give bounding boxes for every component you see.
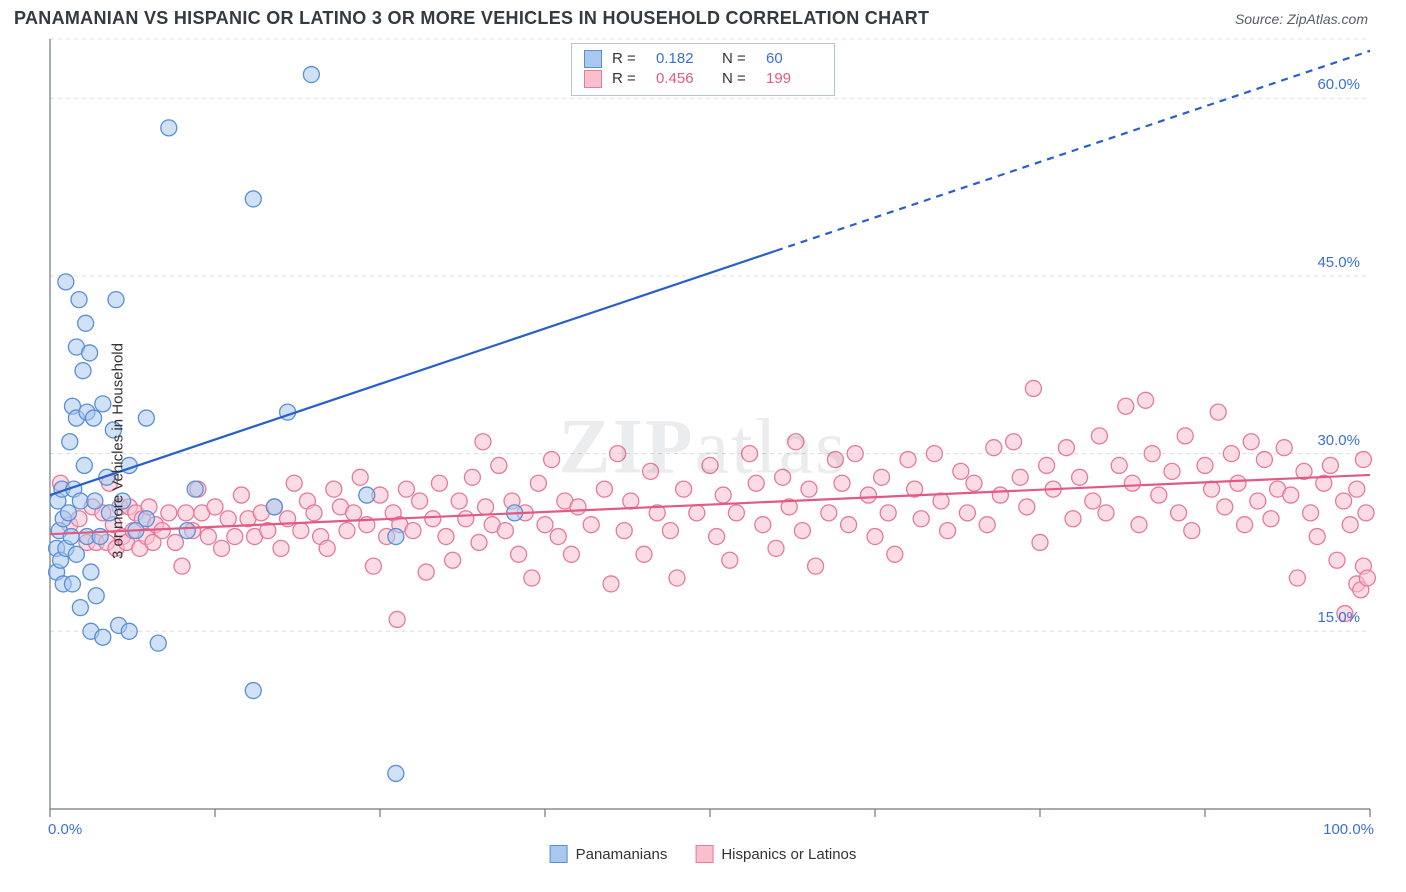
- swatch-pink: [584, 70, 602, 88]
- y-tick-label: 45.0%: [1300, 254, 1360, 271]
- series-legend: Panamanians Hispanics or Latinos: [550, 845, 857, 863]
- legend-label-blue: Panamanians: [576, 846, 668, 863]
- r-value-pink: 0.456: [656, 69, 712, 89]
- stats-legend-row-blue: R = 0.182 N = 60: [584, 49, 822, 69]
- x-tick-label: 100.0%: [1314, 821, 1374, 838]
- stats-legend-row-pink: R = 0.456 N = 199: [584, 69, 822, 89]
- legend-label-pink: Hispanics or Latinos: [721, 846, 856, 863]
- source-attribution: Source: ZipAtlas.com: [1235, 11, 1368, 27]
- y-tick-label: 15.0%: [1300, 609, 1360, 626]
- chart-title: PANAMANIAN VS HISPANIC OR LATINO 3 OR MO…: [14, 8, 929, 29]
- n-label: N =: [722, 69, 756, 89]
- y-tick-label: 30.0%: [1300, 432, 1360, 449]
- r-value-blue: 0.182: [656, 49, 712, 69]
- y-axis-label: 3 or more Vehicles in Household: [109, 343, 126, 559]
- y-tick-label: 60.0%: [1300, 76, 1360, 93]
- stats-legend: R = 0.182 N = 60 R = 0.456 N = 199: [571, 43, 835, 96]
- r-label: R =: [612, 69, 646, 89]
- r-label: R =: [612, 49, 646, 69]
- n-value-blue: 60: [766, 49, 822, 69]
- chart-area: ZIPatlas 3 or more Vehicles in Household…: [0, 35, 1406, 867]
- x-tick-label: 0.0%: [48, 821, 82, 838]
- swatch-blue: [584, 50, 602, 68]
- swatch-blue: [550, 845, 568, 863]
- scatter-chart-svg: [0, 35, 1406, 867]
- legend-item-pink: Hispanics or Latinos: [695, 845, 856, 863]
- swatch-pink: [695, 845, 713, 863]
- legend-item-blue: Panamanians: [550, 845, 668, 863]
- n-label: N =: [722, 49, 756, 69]
- n-value-pink: 199: [766, 69, 822, 89]
